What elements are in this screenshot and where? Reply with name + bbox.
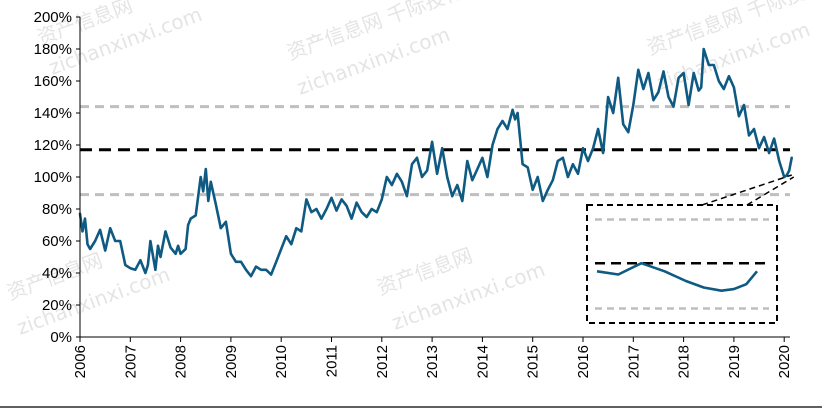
y-tick-label: 0% (50, 329, 72, 346)
y-tick-label: 20% (42, 297, 72, 314)
x-tick-label: 2009 (223, 345, 240, 378)
x-tick-label: 2007 (122, 345, 139, 378)
inset-series-line (596, 261, 759, 293)
y-tick-label: 60% (42, 233, 72, 250)
x-tick-label: 2010 (273, 345, 290, 378)
x-tick-label: 2019 (726, 345, 743, 378)
inset-connector (701, 174, 792, 206)
y-tick-label: 40% (42, 265, 72, 282)
y-tick-label: 200% (34, 9, 72, 26)
inset-connector (746, 176, 795, 206)
x-tick-label: 2014 (474, 345, 491, 378)
x-tick-label: 2011 (324, 345, 341, 377)
axes: 0% 20% 40% 60% 80% 100% 120% 140% 160% 180% 200% 20… (0, 9, 822, 408)
series-line (78, 47, 794, 278)
reference-lines (80, 105, 790, 197)
y-tick-label: 120% (34, 137, 72, 154)
y-tick-label: 140% (34, 105, 72, 122)
x-tick-label: 2018 (676, 345, 693, 378)
x-tick-label: 2017 (625, 345, 642, 378)
y-tick-label: 180% (34, 41, 72, 58)
y-tick-label: 100% (34, 169, 72, 186)
zoom-inset (586, 174, 795, 324)
x-tick-label: 2020 (776, 345, 793, 378)
x-tick-label: 2008 (173, 345, 190, 378)
x-tick-label: 2013 (424, 345, 441, 378)
y-tick-label: 160% (34, 73, 72, 90)
x-tick-label: 2012 (374, 345, 391, 378)
x-tick-label: 2015 (525, 345, 542, 378)
x-tick-label: 2006 (72, 345, 89, 378)
x-tick-label: 2016 (575, 345, 592, 378)
series-layer (78, 47, 794, 278)
y-tick-label: 80% (42, 201, 72, 218)
